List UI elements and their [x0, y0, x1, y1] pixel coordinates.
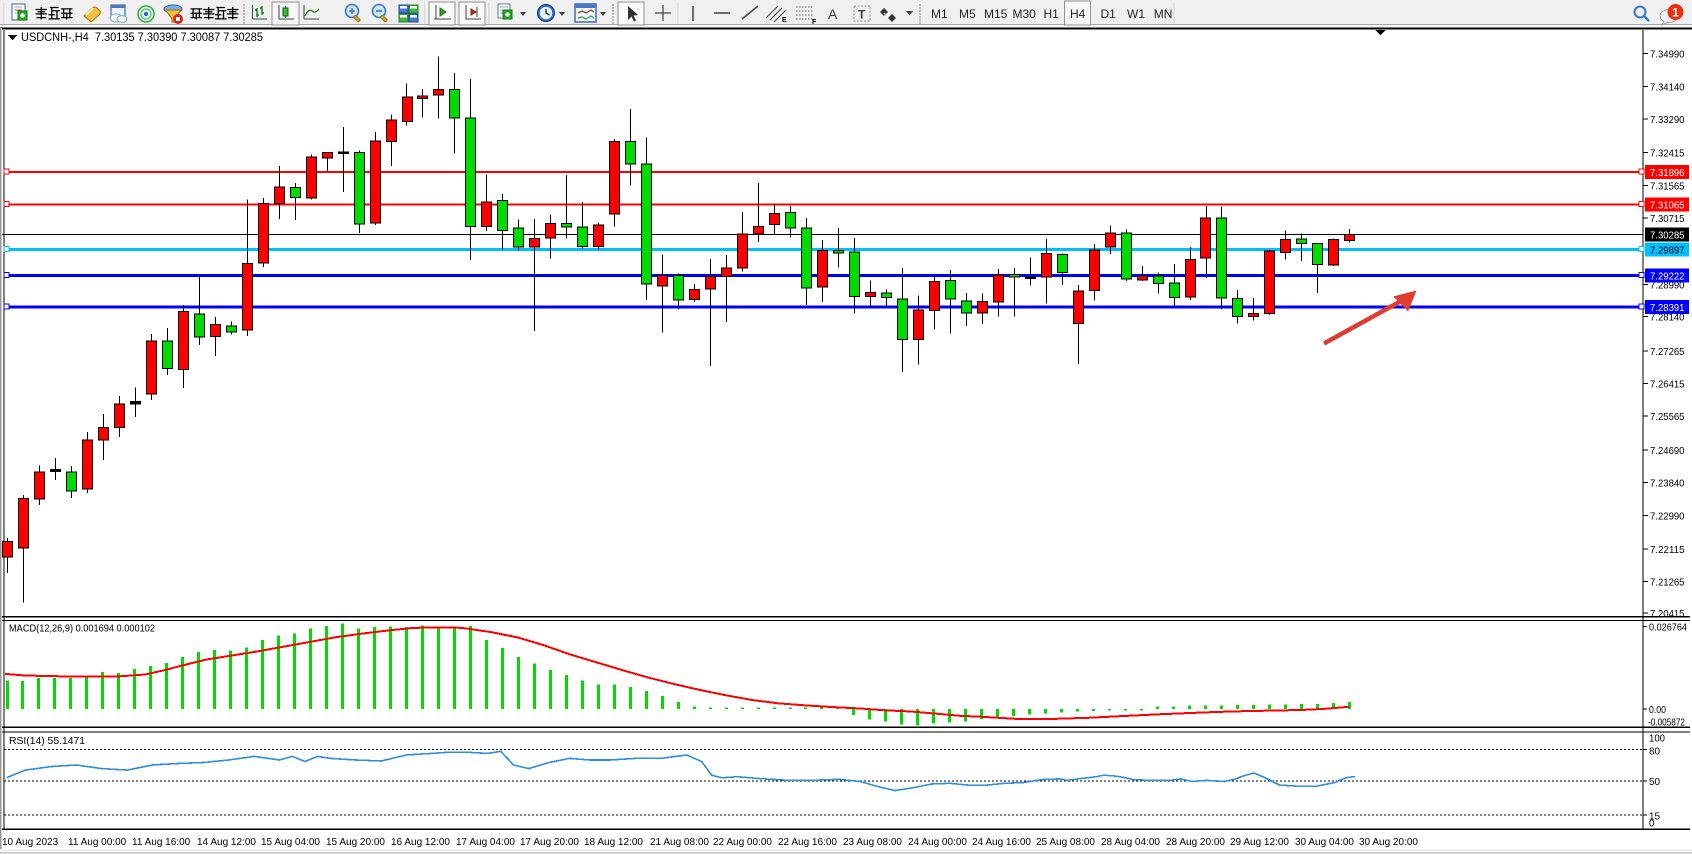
- svg-text:MACD(12,26,9) 0.001694 0.00010: MACD(12,26,9) 0.001694 0.000102: [9, 623, 155, 635]
- svg-text:7.24690: 7.24690: [1650, 445, 1685, 457]
- svg-text:7.33290: 7.33290: [1650, 114, 1685, 126]
- svg-text:15 Aug 04:00: 15 Aug 04:00: [261, 837, 320, 848]
- svg-text:28 Aug 04:00: 28 Aug 04:00: [1101, 837, 1160, 848]
- svg-text:7.26415: 7.26415: [1650, 379, 1685, 391]
- svg-text:0.00: 0.00: [1649, 704, 1666, 716]
- svg-text:H1: H1: [1044, 7, 1060, 21]
- svg-text:7.22990: 7.22990: [1650, 510, 1685, 522]
- svg-text:7.28990: 7.28990: [1650, 279, 1685, 291]
- svg-text:7.29222: 7.29222: [1650, 270, 1685, 282]
- svg-text:-0.005872: -0.005872: [1648, 717, 1685, 729]
- svg-text:M5: M5: [959, 7, 976, 21]
- svg-text:7.30715: 7.30715: [1650, 213, 1685, 225]
- svg-text:11 Aug 00:00: 11 Aug 00:00: [68, 837, 127, 848]
- svg-text:29 Aug 12:00: 29 Aug 12:00: [1230, 837, 1289, 848]
- svg-text:50: 50: [1649, 776, 1660, 788]
- svg-text:7.23840: 7.23840: [1650, 478, 1685, 490]
- svg-text:W1: W1: [1127, 7, 1145, 21]
- svg-text:17 Aug 04:00: 17 Aug 04:00: [456, 837, 515, 848]
- svg-text:11 Aug 16:00: 11 Aug 16:00: [132, 837, 191, 848]
- svg-text:H4: H4: [1070, 7, 1086, 21]
- svg-text:7.34990: 7.34990: [1650, 49, 1685, 61]
- svg-text:24 Aug 16:00: 24 Aug 16:00: [972, 837, 1031, 848]
- svg-text:80: 80: [1649, 746, 1660, 758]
- svg-text:22 Aug 00:00: 22 Aug 00:00: [713, 837, 772, 848]
- svg-text:10 Aug 2023: 10 Aug 2023: [2, 837, 59, 848]
- svg-text:21 Aug 08:00: 21 Aug 08:00: [650, 837, 709, 848]
- svg-text:7.29897: 7.29897: [1650, 244, 1685, 256]
- svg-text:15: 15: [1649, 811, 1660, 823]
- svg-text:MN: MN: [1154, 7, 1173, 21]
- svg-text:T: T: [858, 8, 866, 22]
- svg-text:17 Aug 20:00: 17 Aug 20:00: [520, 837, 579, 848]
- svg-text:D1: D1: [1101, 7, 1117, 21]
- svg-text:USDCNH-,H4 7.30135 7.30390 7.: USDCNH-,H4 7.30135 7.30390 7.30087 7.302…: [21, 32, 263, 44]
- svg-text:M15: M15: [984, 7, 1008, 21]
- svg-text:7.31896: 7.31896: [1650, 167, 1685, 179]
- svg-text:18 Aug 12:00: 18 Aug 12:00: [584, 837, 643, 848]
- svg-text:7.20415: 7.20415: [1650, 608, 1685, 620]
- svg-text:7.28140: 7.28140: [1650, 312, 1685, 324]
- svg-text:22 Aug 16:00: 22 Aug 16:00: [778, 837, 837, 848]
- svg-text:7.22115: 7.22115: [1650, 544, 1685, 556]
- svg-text:100: 100: [1649, 733, 1665, 745]
- svg-text:30 Aug 20:00: 30 Aug 20:00: [1359, 837, 1418, 848]
- svg-text:7.31565: 7.31565: [1650, 180, 1685, 192]
- svg-text:F: F: [812, 19, 817, 26]
- svg-text:M30: M30: [1013, 7, 1037, 21]
- svg-text:7.21265: 7.21265: [1650, 577, 1685, 589]
- svg-text:7.34140: 7.34140: [1650, 81, 1685, 93]
- svg-text:7.25565: 7.25565: [1650, 411, 1685, 423]
- svg-text:28 Aug 20:00: 28 Aug 20:00: [1166, 837, 1225, 848]
- svg-text:15 Aug 20:00: 15 Aug 20:00: [326, 837, 385, 848]
- svg-text:1: 1: [1672, 6, 1679, 20]
- svg-text:7.27265: 7.27265: [1650, 346, 1685, 358]
- svg-text:7.28391: 7.28391: [1650, 302, 1685, 314]
- svg-text:A: A: [828, 6, 838, 22]
- svg-text:0: 0: [1649, 818, 1655, 830]
- svg-text:30 Aug 04:00: 30 Aug 04:00: [1295, 837, 1354, 848]
- svg-text:23 Aug 08:00: 23 Aug 08:00: [843, 837, 902, 848]
- svg-text:0.026764: 0.026764: [1649, 622, 1687, 634]
- svg-text:25 Aug 08:00: 25 Aug 08:00: [1036, 837, 1095, 848]
- svg-text:7.32415: 7.32415: [1650, 148, 1685, 160]
- svg-text:7.30285: 7.30285: [1650, 229, 1685, 241]
- svg-text:7.31065: 7.31065: [1650, 199, 1685, 211]
- svg-text:RSI(14) 55.1471: RSI(14) 55.1471: [9, 735, 85, 747]
- svg-text:24 Aug 00:00: 24 Aug 00:00: [908, 837, 967, 848]
- svg-text:M1: M1: [931, 7, 948, 21]
- svg-text:14 Aug 12:00: 14 Aug 12:00: [197, 837, 256, 848]
- svg-text:16 Aug 12:00: 16 Aug 12:00: [391, 837, 450, 848]
- svg-text:E: E: [782, 17, 787, 24]
